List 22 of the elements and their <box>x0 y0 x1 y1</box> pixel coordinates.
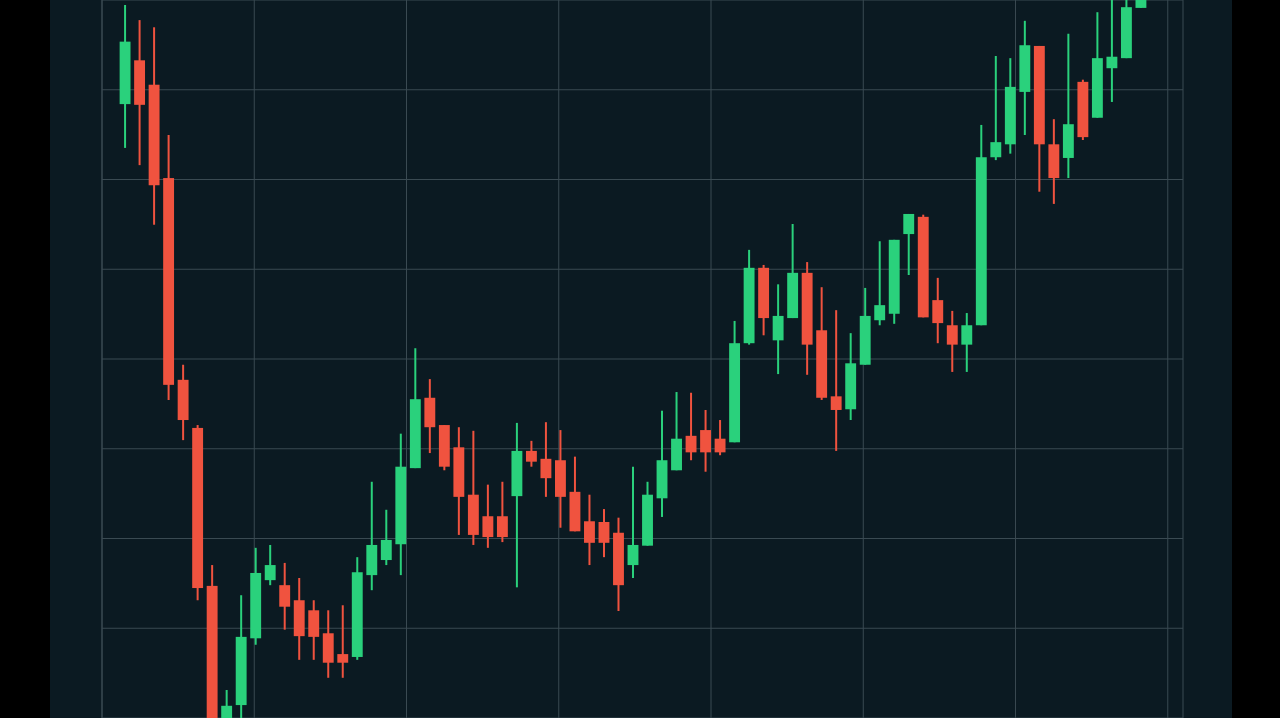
candlestick <box>946 309 958 373</box>
candlestick <box>337 604 349 679</box>
candlestick <box>279 561 291 631</box>
candlestick <box>830 309 842 452</box>
candlestick <box>525 439 537 468</box>
candlestick <box>482 483 494 549</box>
candlestick <box>990 55 1002 162</box>
candlestick <box>961 312 973 373</box>
candlestick <box>627 465 639 579</box>
candlestick <box>496 480 508 544</box>
candlestick <box>874 240 886 327</box>
candlestick <box>540 421 552 498</box>
candlestick <box>598 508 610 559</box>
candlestick <box>264 543 276 587</box>
candlestick <box>932 276 944 345</box>
candlestick <box>903 212 915 276</box>
candlestick <box>1106 0 1118 103</box>
candlestick <box>700 408 711 473</box>
candlestick <box>584 493 595 567</box>
candlestick <box>221 689 233 718</box>
candlestick <box>714 419 726 457</box>
candlestick <box>380 508 392 567</box>
